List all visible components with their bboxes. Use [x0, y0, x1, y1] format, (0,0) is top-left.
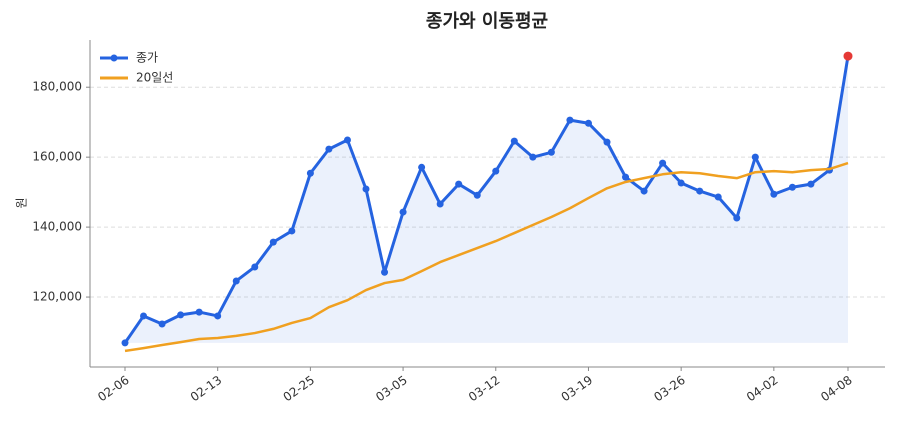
legend-marker — [110, 54, 118, 62]
point — [714, 193, 722, 201]
y-tick-label: 120,000 — [32, 290, 82, 304]
area-fill — [125, 56, 848, 343]
point — [788, 183, 796, 191]
point — [140, 312, 148, 320]
point — [751, 153, 759, 161]
point — [677, 179, 685, 187]
x-tick-label: 03-05 — [373, 373, 410, 404]
x-tick-label: 04-08 — [818, 373, 855, 404]
x-tick-label: 03-12 — [466, 373, 503, 404]
x-tick-label: 03-26 — [651, 373, 688, 404]
point — [288, 227, 296, 235]
y-tick-label: 180,000 — [32, 80, 82, 94]
point — [529, 153, 537, 161]
point — [121, 339, 129, 347]
point — [566, 116, 574, 124]
point — [269, 238, 277, 246]
point — [343, 136, 351, 144]
point — [325, 145, 333, 153]
point — [696, 187, 704, 195]
x-tick-label: 03-19 — [559, 373, 596, 404]
point — [251, 263, 259, 271]
point — [640, 187, 648, 195]
point — [807, 180, 815, 188]
point — [399, 208, 407, 216]
x-tick-label: 02-06 — [95, 373, 132, 404]
point — [362, 185, 370, 193]
highlight-point — [843, 51, 853, 61]
point — [436, 200, 444, 208]
x-tick-label: 04-02 — [744, 373, 781, 404]
line — [123, 55, 850, 344]
point — [659, 159, 667, 167]
point — [733, 214, 741, 222]
y-tick-label: 140,000 — [32, 220, 82, 234]
point — [232, 277, 240, 285]
y-axis-label: 원 — [15, 197, 29, 208]
x-tick-label: 02-13 — [188, 373, 225, 404]
point — [492, 167, 500, 175]
legend: 종가 20일선 — [100, 51, 173, 85]
point — [214, 312, 222, 320]
legend-label: 종가 — [136, 51, 158, 65]
point — [418, 163, 426, 171]
point — [306, 169, 314, 177]
point — [603, 138, 611, 146]
chart-title: 종가와 이동평균 — [426, 11, 548, 32]
point — [622, 173, 630, 181]
point — [770, 190, 778, 198]
x-tick-label: 02-25 — [281, 373, 318, 404]
point — [158, 320, 166, 328]
point — [177, 311, 185, 319]
point — [195, 308, 203, 316]
point — [473, 191, 481, 199]
point — [547, 148, 555, 156]
legend-label: 20일선 — [136, 71, 173, 85]
point — [455, 180, 463, 188]
point — [584, 119, 592, 127]
point — [381, 268, 389, 276]
point — [510, 137, 518, 145]
y-tick-label: 160,000 — [32, 150, 82, 164]
line — [124, 161, 849, 353]
